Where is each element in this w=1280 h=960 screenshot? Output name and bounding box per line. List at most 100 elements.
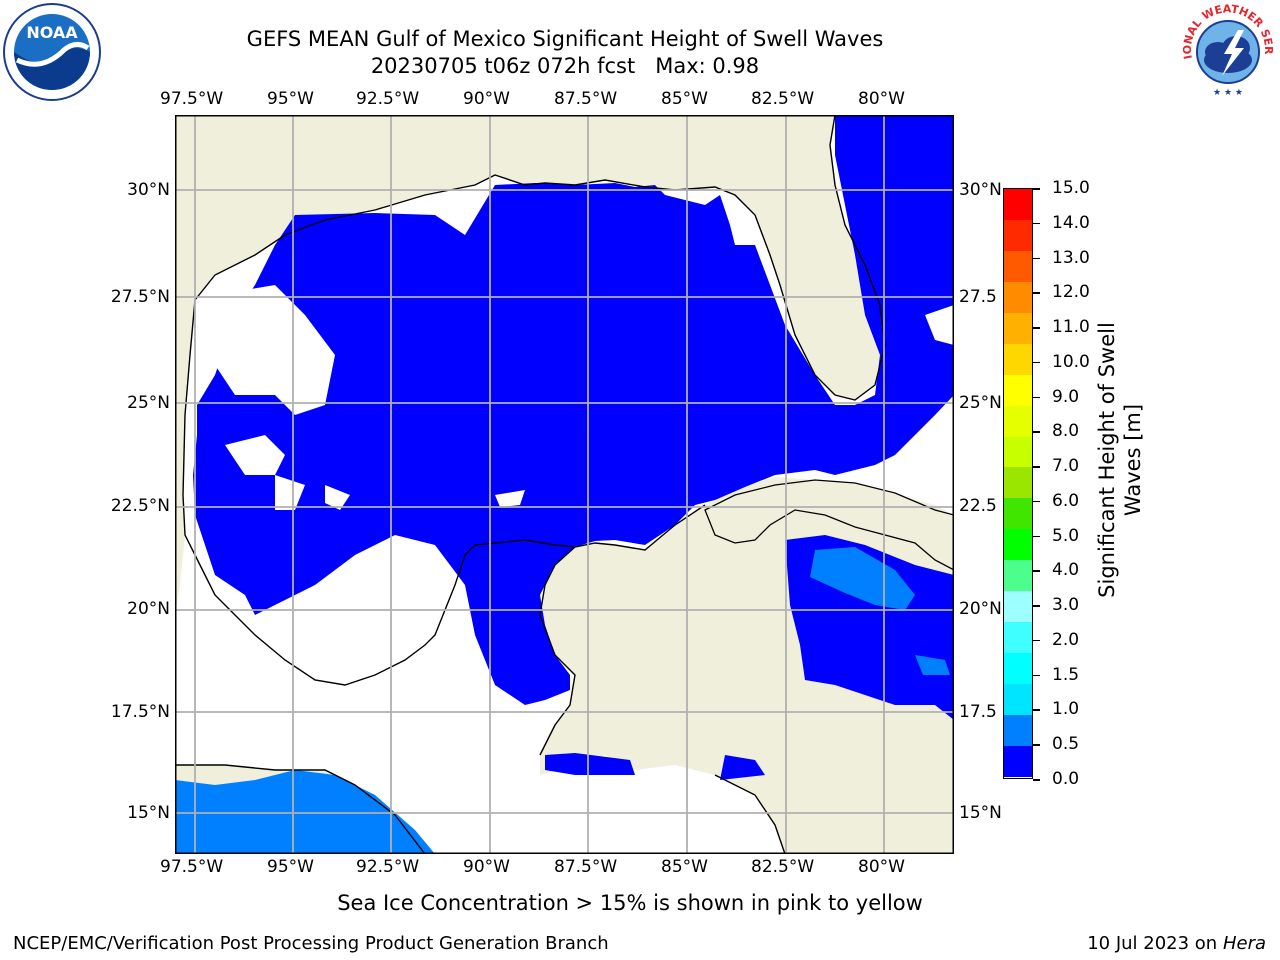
colorbar-segment	[1004, 219, 1032, 251]
colorbar-tick-mark	[1033, 744, 1040, 746]
lat-label-left: 22.5°N	[110, 496, 170, 516]
coastline	[539, 546, 576, 756]
colorbar-segment	[1004, 436, 1032, 468]
lon-label-top: 85°W	[661, 89, 708, 109]
colorbar-tick-mark	[1033, 674, 1040, 677]
colorbar-tick-label: 6.0	[1052, 490, 1080, 511]
colorbar-tick-mark	[1033, 188, 1040, 190]
colorbar-tick-mark	[1033, 327, 1040, 329]
lon-label-bottom: 82.5°W	[751, 857, 815, 877]
colorbar-tick-label: 8.0	[1052, 421, 1080, 442]
svg-text:★ ★ ★: ★ ★ ★	[1213, 88, 1243, 98]
coastline	[714, 774, 786, 854]
chart-subtitle: 20230705 t06z 072h fcst Max: 0.98	[370, 54, 760, 78]
lat-label-right: 17.5	[959, 702, 997, 722]
colorbar-tick-label: 14.0	[1052, 212, 1090, 233]
swell-region-caribbean-light	[810, 547, 915, 610]
coastline	[194, 115, 886, 401]
colorbar-segment	[1004, 529, 1032, 561]
colorbar-tick-mark	[1033, 361, 1040, 364]
colorbar-tick-label: 13.0	[1052, 247, 1090, 268]
swell-region-atlantic	[835, 115, 954, 425]
colorbar-tick-mark	[1033, 779, 1040, 781]
lat-label-left: 20°N	[127, 599, 170, 619]
colorbar	[1003, 188, 1033, 779]
lat-label-left: 25°N	[127, 393, 170, 413]
colorbar-tick-label: 3.0	[1052, 595, 1080, 616]
colorbar-tick-label: 4.0	[1052, 560, 1080, 581]
colorbar-segment	[1004, 622, 1032, 654]
colorbar-tick-mark	[1033, 570, 1040, 572]
svg-text:NOAA: NOAA	[26, 23, 78, 42]
lat-label-right: 22.5	[959, 496, 997, 516]
colorbar-tick-label: 12.0	[1052, 282, 1090, 303]
swell-gap	[495, 490, 525, 507]
colorbar-tick-mark	[1033, 605, 1040, 607]
colorbar-tick-label: 1.5	[1052, 664, 1080, 685]
cuba-land	[704, 479, 954, 571]
swell-region-small	[720, 755, 765, 780]
lon-label-bottom: 87.5°W	[554, 857, 618, 877]
colorbar-tick-mark	[1033, 709, 1040, 711]
colorbar-tick-label: 10.0	[1052, 351, 1090, 372]
colorbar-tick-mark	[1033, 222, 1040, 225]
colorbar-segment	[1004, 745, 1032, 777]
lon-label-bottom: 97.5°W	[160, 857, 224, 877]
swell-gap	[215, 285, 335, 415]
lon-label-top: 82.5°W	[751, 89, 815, 109]
colorbar-tick-label: 7.0	[1052, 456, 1080, 477]
colorbar-tick-label: 5.0	[1052, 525, 1080, 546]
colorbar-segment	[1004, 405, 1032, 437]
swell-region-small	[545, 753, 635, 775]
colorbar-tick-mark	[1033, 431, 1040, 433]
swell-region-caribbean-light	[915, 655, 950, 675]
lon-label-top: 90°W	[463, 89, 510, 109]
lat-label-left: 30°N	[127, 180, 170, 200]
lon-label-bottom: 95°W	[267, 857, 314, 877]
coastline	[175, 764, 426, 854]
colorbar-segment	[1004, 281, 1032, 313]
lon-label-bottom: 80°W	[858, 857, 905, 877]
lat-label-right: 30°N	[959, 180, 1002, 200]
colorbar-tick-label: 1.0	[1052, 699, 1080, 720]
colorbar-segment	[1004, 343, 1032, 375]
colorbar-tick-mark	[1033, 639, 1040, 642]
colorbar-tick-label: 9.0	[1052, 386, 1080, 407]
swell-gap	[325, 485, 350, 510]
lat-label-right: 15°N	[959, 803, 1002, 823]
lat-label-right: 27.5	[959, 287, 997, 307]
swell-gap	[425, 575, 450, 600]
nws-logo-icon: NATIONAL WEATHER SERVICE ★ ★ ★	[1178, 2, 1275, 99]
colorbar-segment	[1004, 591, 1032, 623]
swell-gap	[925, 305, 954, 345]
colorbar-tick-mark	[1033, 292, 1040, 294]
colorbar-tick-label: 0.0	[1052, 769, 1080, 789]
lon-label-top: 95°W	[267, 89, 314, 109]
date-prefix: 10 Jul 2023 on	[1087, 933, 1223, 954]
colorbar-tick-label: 15.0	[1052, 178, 1090, 198]
colorbar-segment	[1004, 374, 1032, 406]
colorbar-tick-label: 11.0	[1052, 317, 1090, 338]
noaa-logo-icon: NOAA	[3, 3, 101, 101]
colorbar-tick-mark	[1033, 396, 1040, 399]
lat-label-right: 25°N	[959, 393, 1002, 413]
colorbar-tick-mark	[1033, 466, 1040, 468]
lat-label-left: 27.5°N	[110, 287, 170, 307]
chart-title: GEFS MEAN Gulf of Mexico Significant Hei…	[246, 27, 884, 51]
colorbar-segment	[1004, 250, 1032, 282]
colorbar-segment	[1004, 684, 1032, 715]
colorbar-tick-mark	[1033, 535, 1040, 538]
colorbar-segment	[1004, 714, 1032, 746]
colorbar-segment	[1004, 498, 1032, 530]
colorbar-segment	[1004, 653, 1032, 684]
host-name: Hera	[1222, 933, 1266, 954]
lon-label-top: 87.5°W	[554, 89, 618, 109]
swell-gap	[275, 475, 305, 510]
colorbar-tick-label: 2.0	[1052, 629, 1080, 650]
lat-label-right: 20°N	[959, 599, 1002, 619]
credit-text: NCEP/EMC/Verification Post Processing Pr…	[13, 933, 609, 954]
lon-label-top: 80°W	[858, 89, 905, 109]
colorbar-label: Significant Height of Swell Waves [m]	[1095, 322, 1145, 598]
swell-region-pacific	[175, 770, 435, 854]
lon-label-top: 92.5°W	[356, 89, 420, 109]
